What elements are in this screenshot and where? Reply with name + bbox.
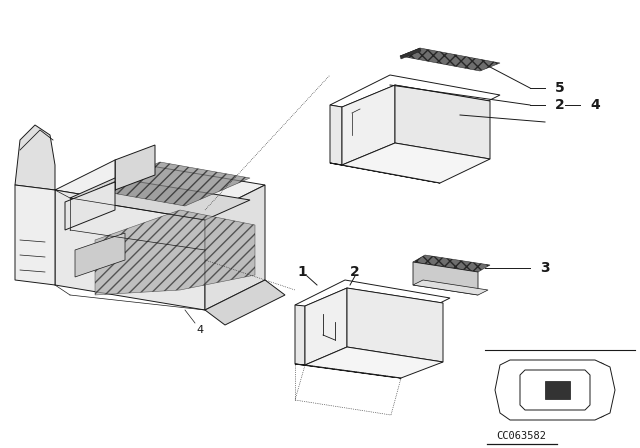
Polygon shape: [295, 280, 450, 323]
Polygon shape: [437, 123, 440, 183]
Polygon shape: [330, 75, 500, 125]
Polygon shape: [413, 255, 490, 272]
Polygon shape: [395, 85, 490, 159]
Polygon shape: [342, 85, 490, 123]
Polygon shape: [413, 262, 478, 295]
Polygon shape: [95, 162, 250, 206]
Text: 4: 4: [590, 98, 600, 112]
Text: 3: 3: [540, 261, 550, 275]
Text: 2: 2: [555, 98, 564, 112]
Polygon shape: [305, 288, 347, 365]
Polygon shape: [309, 290, 439, 321]
Ellipse shape: [505, 409, 519, 418]
Polygon shape: [70, 178, 250, 220]
Polygon shape: [545, 381, 570, 399]
Polygon shape: [55, 190, 205, 310]
Polygon shape: [520, 370, 590, 410]
Polygon shape: [75, 233, 125, 277]
Polygon shape: [55, 160, 265, 215]
Polygon shape: [305, 347, 443, 378]
Polygon shape: [15, 125, 55, 190]
Ellipse shape: [591, 409, 605, 418]
Text: 4: 4: [196, 325, 204, 335]
Polygon shape: [400, 48, 421, 59]
Ellipse shape: [505, 362, 519, 371]
Polygon shape: [348, 88, 485, 122]
Polygon shape: [330, 105, 342, 165]
Polygon shape: [330, 163, 440, 183]
Polygon shape: [342, 85, 395, 165]
Text: 2: 2: [350, 265, 360, 279]
Polygon shape: [205, 280, 285, 325]
Polygon shape: [413, 280, 488, 295]
Polygon shape: [400, 321, 401, 379]
Polygon shape: [295, 305, 305, 365]
Ellipse shape: [591, 362, 605, 371]
Polygon shape: [305, 288, 443, 321]
Polygon shape: [342, 143, 490, 183]
Polygon shape: [205, 185, 265, 310]
Polygon shape: [495, 360, 615, 420]
Text: 1: 1: [297, 265, 307, 279]
Polygon shape: [15, 185, 55, 285]
Polygon shape: [65, 182, 115, 230]
Text: 5: 5: [555, 81, 564, 95]
Polygon shape: [295, 364, 401, 378]
Text: CC063582: CC063582: [497, 431, 547, 441]
Polygon shape: [400, 48, 500, 71]
Polygon shape: [95, 210, 255, 295]
Polygon shape: [347, 288, 443, 362]
Polygon shape: [115, 145, 155, 190]
